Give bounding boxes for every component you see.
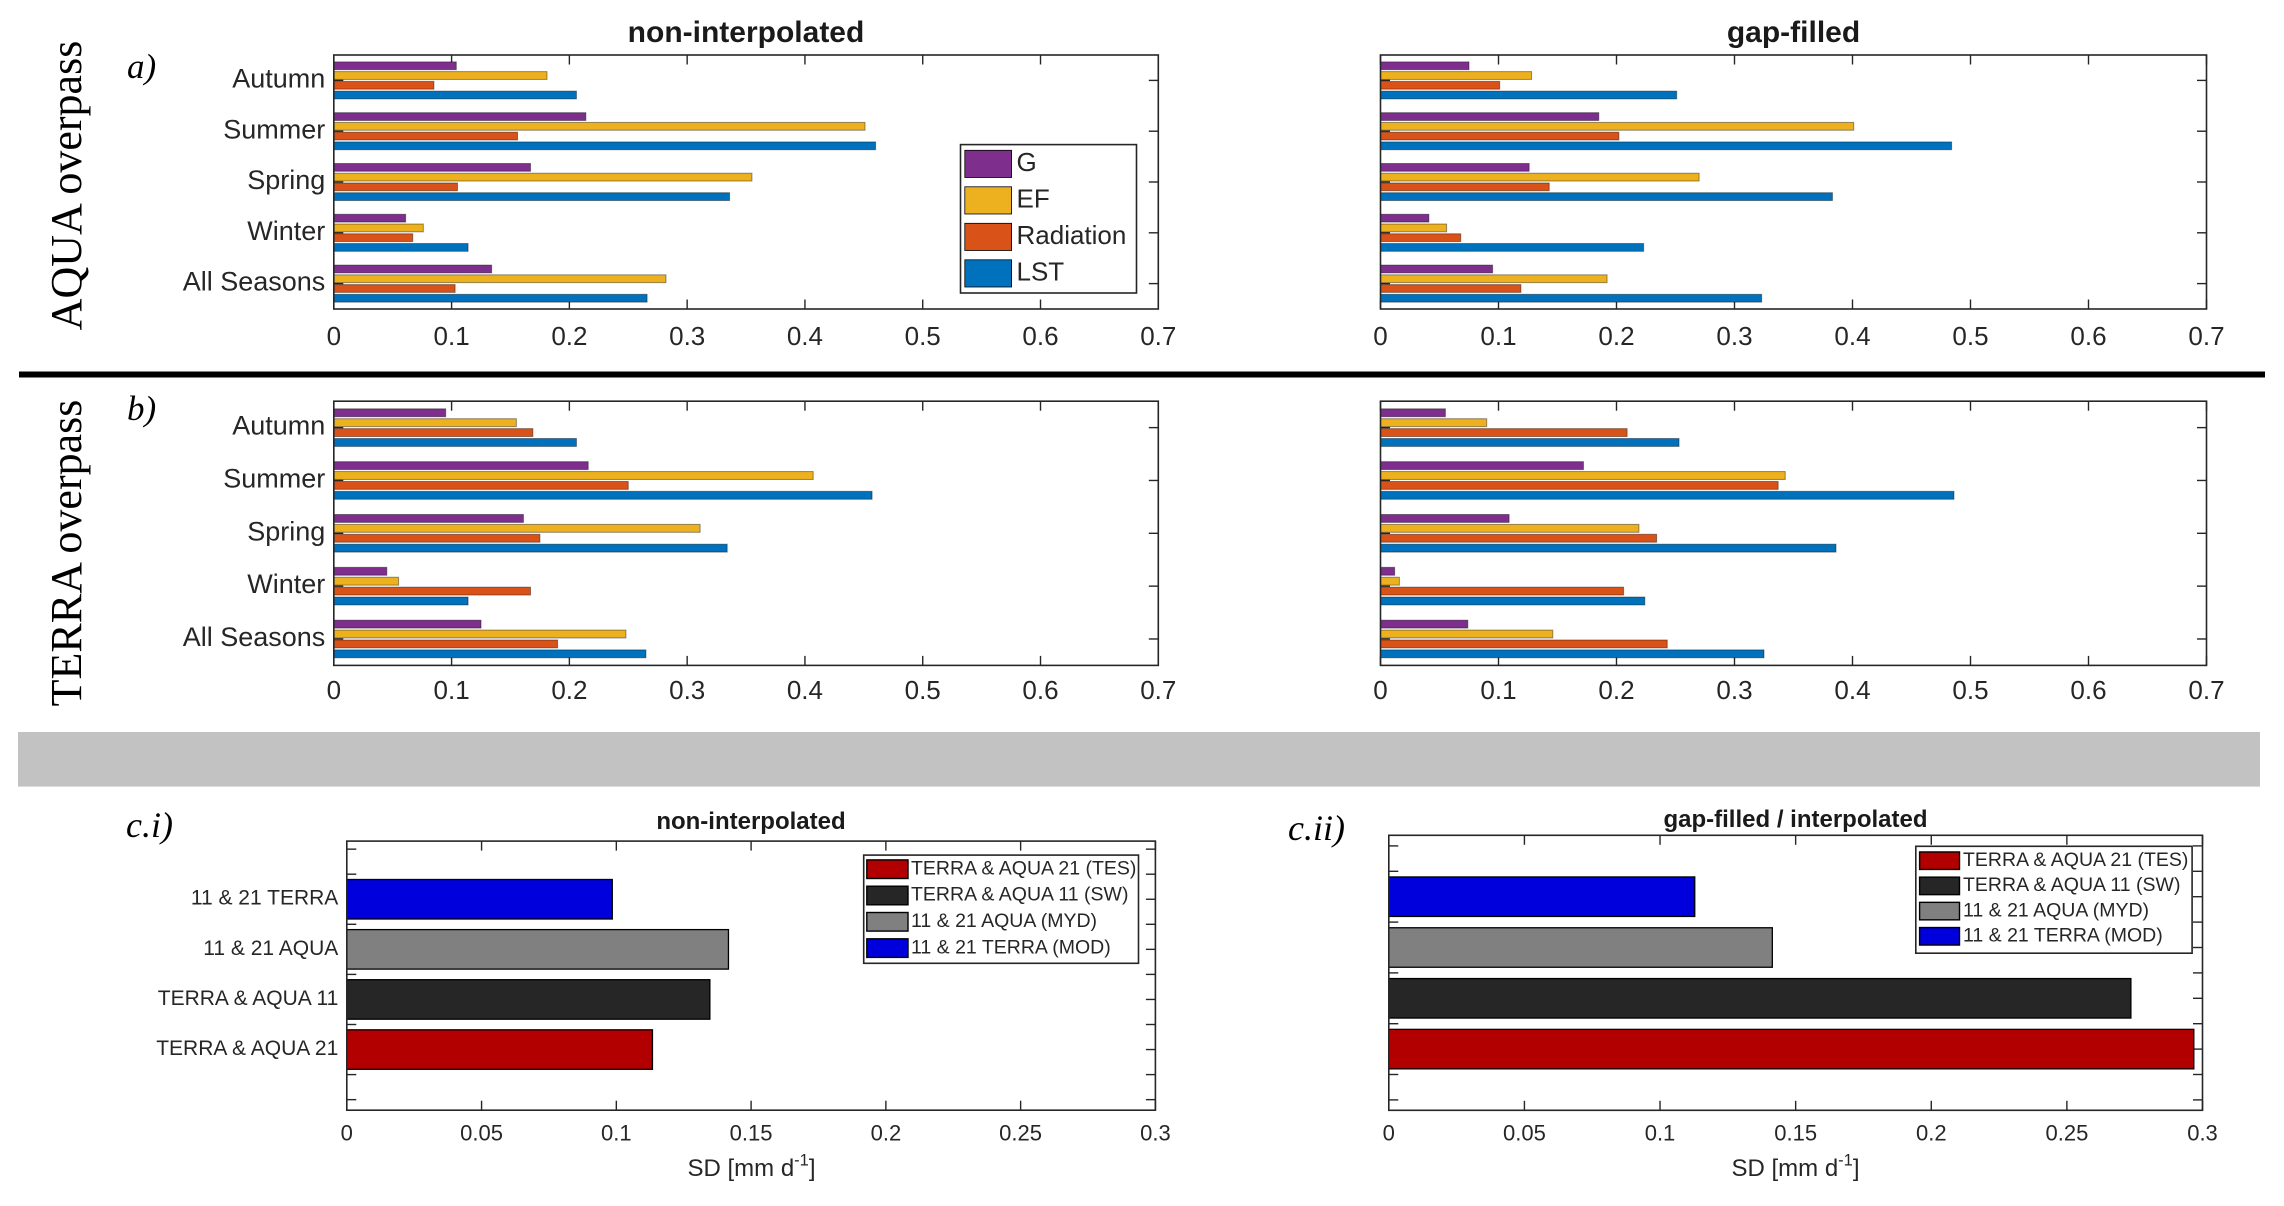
svg-text:LST: LST [1017, 256, 1065, 286]
svg-text:Spring: Spring [247, 516, 325, 546]
svg-text:TERRA & AQUA 11 (SW): TERRA & AQUA 11 (SW) [1963, 874, 2180, 896]
svg-text:0.15: 0.15 [730, 1120, 773, 1145]
svg-text:TERRA & AQUA 21: TERRA & AQUA 21 [156, 1037, 338, 1060]
svg-text:0.3: 0.3 [1716, 675, 1752, 705]
svg-text:0.3: 0.3 [1716, 321, 1752, 351]
svg-text:0.25: 0.25 [2045, 1120, 2088, 1145]
svg-text:a): a) [127, 47, 156, 86]
svg-text:0.5: 0.5 [905, 321, 941, 351]
svg-text:0.6: 0.6 [2070, 321, 2106, 351]
svg-text:Winter: Winter [247, 569, 325, 599]
svg-text:11 & 21 TERRA: 11 & 21 TERRA [191, 887, 338, 910]
svg-text:11 & 21 TERRA (MOD): 11 & 21 TERRA (MOD) [1963, 924, 2163, 946]
svg-text:0: 0 [1383, 1120, 1395, 1145]
svg-text:0.4: 0.4 [787, 321, 823, 351]
svg-text:0.4: 0.4 [1834, 675, 1870, 705]
svg-text:11 & 21 AQUA (MYD): 11 & 21 AQUA (MYD) [911, 910, 1097, 932]
svg-text:non-interpolated: non-interpolated [656, 808, 845, 835]
svg-text:AQUA overpass: AQUA overpass [42, 41, 91, 331]
svg-text:0.3: 0.3 [2187, 1120, 2218, 1145]
svg-text:c.i): c.i) [126, 805, 173, 845]
svg-text:b): b) [127, 389, 156, 428]
svg-text:0.2: 0.2 [871, 1120, 902, 1145]
svg-text:0.1: 0.1 [601, 1120, 632, 1145]
svg-text:0.6: 0.6 [1022, 321, 1058, 351]
svg-text:0.7: 0.7 [1140, 321, 1176, 351]
svg-text:Autumn: Autumn [232, 64, 325, 94]
svg-text:All Seasons: All Seasons [183, 622, 326, 652]
svg-text:0.5: 0.5 [1952, 675, 1988, 705]
svg-text:0.2: 0.2 [551, 321, 587, 351]
svg-text:0.3: 0.3 [1140, 1120, 1171, 1145]
svg-text:0.1: 0.1 [1480, 321, 1516, 351]
svg-text:0.25: 0.25 [999, 1120, 1042, 1145]
svg-text:0.2: 0.2 [1916, 1120, 1947, 1145]
svg-text:0.7: 0.7 [2188, 675, 2224, 705]
svg-text:non-interpolated: non-interpolated [628, 16, 865, 49]
svg-text:0.1: 0.1 [434, 321, 470, 351]
svg-text:0.1: 0.1 [434, 675, 470, 705]
svg-text:11 & 21 AQUA: 11 & 21 AQUA [203, 937, 338, 960]
svg-text:Spring: Spring [247, 165, 325, 195]
svg-text:0.6: 0.6 [1022, 675, 1058, 705]
svg-text:0.2: 0.2 [1598, 321, 1634, 351]
svg-text:0.5: 0.5 [1952, 321, 1988, 351]
svg-text:Summer: Summer [223, 464, 325, 494]
svg-text:c.ii): c.ii) [1288, 808, 1345, 848]
svg-text:0.15: 0.15 [1774, 1120, 1817, 1145]
svg-text:Radiation: Radiation [1017, 220, 1127, 250]
svg-text:0.7: 0.7 [2188, 321, 2224, 351]
svg-text:gap-filled: gap-filled [1727, 16, 1860, 49]
svg-text:0.3: 0.3 [669, 321, 705, 351]
svg-text:0.2: 0.2 [1598, 675, 1634, 705]
svg-text:gap-filled / interpolated: gap-filled / interpolated [1663, 806, 1927, 833]
svg-text:Summer: Summer [223, 114, 325, 144]
svg-text:0.1: 0.1 [1480, 675, 1516, 705]
svg-text:TERRA & AQUA 21 (TES): TERRA & AQUA 21 (TES) [1963, 849, 2188, 871]
svg-text:0.3: 0.3 [669, 675, 705, 705]
svg-text:0.5: 0.5 [905, 675, 941, 705]
svg-text:0.4: 0.4 [787, 675, 823, 705]
svg-text:0.1: 0.1 [1645, 1120, 1676, 1145]
svg-text:0.2: 0.2 [551, 675, 587, 705]
svg-text:TERRA & AQUA 21 (TES): TERRA & AQUA 21 (TES) [911, 857, 1136, 879]
svg-text:0.7: 0.7 [1140, 675, 1176, 705]
svg-text:Autumn: Autumn [232, 411, 325, 441]
svg-text:0: 0 [1373, 321, 1387, 351]
svg-text:11 & 21 TERRA (MOD): 11 & 21 TERRA (MOD) [911, 936, 1111, 958]
svg-text:0.05: 0.05 [460, 1120, 503, 1145]
svg-text:0: 0 [327, 321, 341, 351]
svg-text:TERRA overpass: TERRA overpass [42, 400, 91, 707]
svg-text:TERRA & AQUA 11: TERRA & AQUA 11 [158, 987, 339, 1010]
svg-text:G: G [1017, 147, 1037, 177]
svg-text:0.6: 0.6 [2070, 675, 2106, 705]
svg-text:0.05: 0.05 [1503, 1120, 1546, 1145]
svg-text:All Seasons: All Seasons [183, 267, 326, 297]
svg-text:11 & 21 AQUA (MYD): 11 & 21 AQUA (MYD) [1963, 899, 2149, 921]
svg-text:Winter: Winter [247, 216, 325, 246]
svg-text:0: 0 [327, 675, 341, 705]
svg-text:EF: EF [1017, 183, 1050, 213]
svg-text:0: 0 [1373, 675, 1387, 705]
svg-text:TERRA & AQUA 11 (SW): TERRA & AQUA 11 (SW) [911, 884, 1128, 906]
svg-text:0: 0 [341, 1120, 353, 1145]
svg-text:0.4: 0.4 [1834, 321, 1870, 351]
